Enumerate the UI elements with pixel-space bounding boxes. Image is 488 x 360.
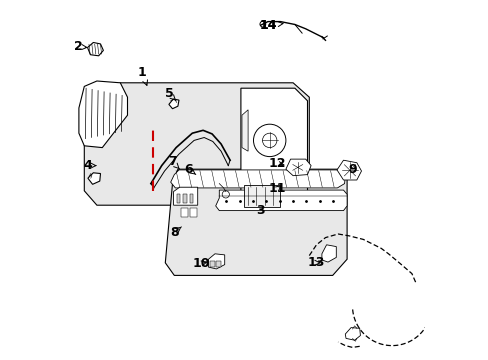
Polygon shape	[241, 88, 307, 207]
Polygon shape	[208, 254, 224, 269]
Text: 6: 6	[184, 163, 195, 176]
Bar	[189, 208, 197, 217]
Bar	[181, 208, 187, 217]
Text: 9: 9	[347, 163, 356, 176]
Text: 10: 10	[192, 257, 210, 270]
Text: 1: 1	[137, 66, 147, 85]
Text: 12: 12	[267, 157, 285, 170]
Bar	[177, 194, 180, 203]
Polygon shape	[285, 159, 310, 176]
Text: 8: 8	[170, 226, 181, 239]
Polygon shape	[170, 170, 345, 188]
Text: 13: 13	[307, 256, 325, 269]
Bar	[215, 261, 220, 267]
Text: 3: 3	[256, 204, 264, 217]
Polygon shape	[345, 328, 360, 340]
Polygon shape	[242, 110, 247, 151]
Polygon shape	[84, 83, 309, 205]
Polygon shape	[168, 99, 179, 109]
Text: 14: 14	[259, 19, 276, 32]
Polygon shape	[321, 245, 336, 262]
Text: 2: 2	[74, 40, 87, 53]
Polygon shape	[215, 190, 346, 211]
Polygon shape	[336, 160, 361, 180]
Bar	[183, 194, 186, 203]
Bar	[209, 261, 214, 267]
Text: 11: 11	[267, 183, 285, 195]
Polygon shape	[173, 187, 197, 205]
Bar	[244, 185, 280, 207]
Text: 7: 7	[168, 156, 179, 169]
Text: 5: 5	[164, 87, 176, 101]
Polygon shape	[165, 169, 346, 275]
Text: 14: 14	[259, 19, 283, 32]
Bar	[189, 194, 193, 203]
Polygon shape	[88, 173, 101, 184]
Polygon shape	[87, 42, 103, 56]
Text: 4: 4	[83, 159, 96, 172]
Polygon shape	[79, 81, 127, 148]
